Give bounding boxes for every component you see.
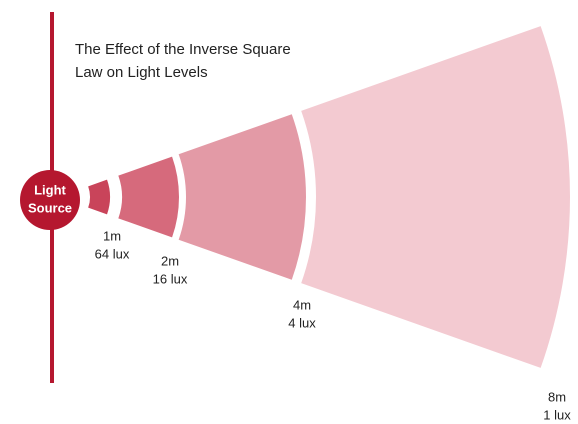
cone-segment <box>118 156 179 238</box>
distance-label: 8m <box>548 389 566 404</box>
source-circle <box>20 170 80 230</box>
light-cone <box>88 26 570 368</box>
distance-label: 2m <box>161 253 179 268</box>
cone-segment <box>88 179 110 215</box>
title: The Effect of the Inverse Square <box>75 41 291 58</box>
distance-label: 1m <box>103 228 121 243</box>
lux-label: 16 lux <box>153 271 188 286</box>
lux-label: 4 lux <box>288 315 316 330</box>
lux-label: 64 lux <box>95 246 130 261</box>
cone-segment <box>301 26 570 368</box>
cone-segment <box>178 114 306 280</box>
source-label: Source <box>28 200 72 215</box>
title: Law on Light Levels <box>75 64 208 81</box>
lux-label: 1 lux <box>543 407 571 422</box>
source-label: Light <box>34 182 66 197</box>
distance-label: 4m <box>293 297 311 312</box>
